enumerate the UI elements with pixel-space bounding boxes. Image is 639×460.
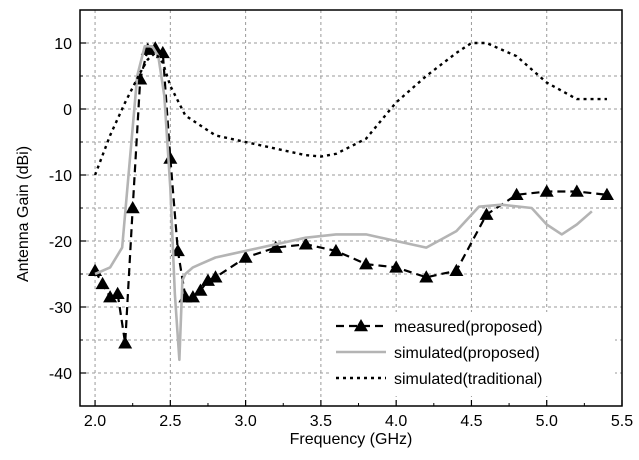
data-point-marker <box>95 276 110 290</box>
data-point-marker <box>569 184 584 197</box>
data-point-marker <box>389 260 404 273</box>
y-tick-label: 0 <box>63 102 72 119</box>
y-tick-label: -40 <box>49 366 72 383</box>
x-axis-label: Frequency (GHz) <box>290 431 413 448</box>
x-tick-label: 2.0 <box>84 413 106 430</box>
y-tick-label: -30 <box>49 300 72 317</box>
legend-marker <box>354 319 368 332</box>
data-point-marker <box>359 257 374 270</box>
data-point-marker <box>118 336 133 349</box>
data-point-marker <box>479 207 494 220</box>
x-tick-label: 5.5 <box>611 413 633 430</box>
data-point-marker <box>268 240 283 253</box>
y-axis-label: Antenna Gain (dBi) <box>15 146 32 282</box>
ticks: 2.0 2.5 3.0 3.5 4.0 4.5 5.0 5.5 10 0 -10 -20 -30 -40 <box>49 36 633 430</box>
x-tick-label: 5.0 <box>536 413 558 430</box>
data-point-marker <box>163 151 178 164</box>
data-point-marker <box>238 250 253 263</box>
data-point-marker <box>155 45 170 59</box>
legend-label-2: simulated(traditional) <box>394 371 543 388</box>
data-point-marker <box>419 270 434 283</box>
legend: measured(proposed) simulated(proposed) sim… <box>330 312 615 396</box>
x-tick-label: 3.5 <box>310 413 332 430</box>
x-tick-label: 4.5 <box>460 413 482 430</box>
series-line-1 <box>94 44 593 362</box>
data-point-marker <box>88 263 103 276</box>
data-point-marker <box>298 237 313 250</box>
x-tick-label: 2.5 <box>159 413 181 430</box>
y-tick-label: -20 <box>49 234 72 251</box>
data-point-marker <box>110 286 125 300</box>
y-tick-label: 10 <box>54 36 72 53</box>
data-point-marker <box>599 187 614 201</box>
data-point-marker <box>328 243 343 257</box>
x-tick-label: 4.0 <box>385 413 407 430</box>
plot-lines <box>88 41 614 362</box>
data-point-marker <box>539 184 554 197</box>
legend-label-1: simulated(proposed) <box>394 345 540 362</box>
y-tick-label: -10 <box>49 168 72 185</box>
data-point-marker <box>449 263 464 276</box>
data-point-marker <box>193 283 208 296</box>
data-point-marker <box>103 290 118 303</box>
data-point-marker <box>185 290 200 303</box>
data-point-marker <box>200 273 215 286</box>
series-line-2 <box>93 41 607 176</box>
x-tick-label: 3.0 <box>234 413 256 430</box>
data-point-marker <box>208 270 223 283</box>
legend-label-0: measured(proposed) <box>394 319 543 336</box>
data-point-marker <box>125 201 140 214</box>
data-point-marker <box>509 187 524 201</box>
data-point-marker <box>148 41 163 54</box>
